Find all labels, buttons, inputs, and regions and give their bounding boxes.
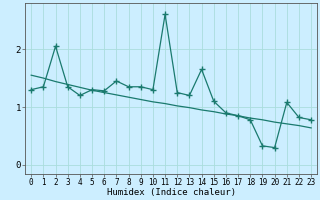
X-axis label: Humidex (Indice chaleur): Humidex (Indice chaleur) — [107, 188, 236, 197]
